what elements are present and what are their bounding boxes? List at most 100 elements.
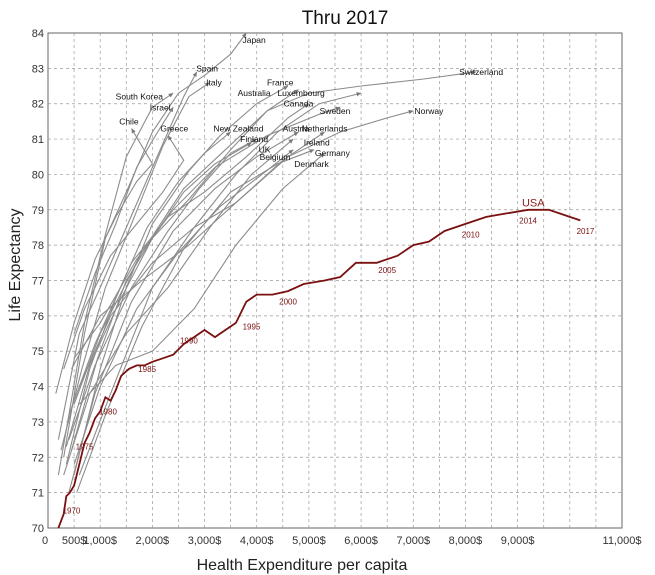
series-label-denmark: Denmark <box>294 159 329 169</box>
series-line-netherlands <box>78 131 325 387</box>
series-line-austria <box>68 131 299 493</box>
series-label-uk: UK <box>259 145 271 155</box>
y-tick-label: 78 <box>32 240 44 252</box>
series-arrow-luxembourg <box>356 92 362 97</box>
series-arrow-uk <box>246 142 252 147</box>
series-label-chile: Chile <box>119 116 139 126</box>
series-arrow-belgium <box>288 149 294 155</box>
series-label-usa: USA <box>522 197 545 209</box>
series-label-belgium: Belgium <box>260 152 291 162</box>
series-line-canada <box>68 103 310 416</box>
series-arrow-greece <box>168 135 173 141</box>
series-line-france <box>70 89 299 451</box>
lines-layer <box>55 32 581 529</box>
usa-year-label: 1995 <box>243 322 261 331</box>
y-tick-label: 75 <box>32 346 44 358</box>
series-line-new-zealand <box>65 131 231 465</box>
usa-year-label: 1985 <box>138 365 156 374</box>
series-label-france: France <box>267 78 294 88</box>
series-arrow-denmark <box>319 153 325 158</box>
series-arrow-spain <box>192 71 197 77</box>
series-arrow-ireland <box>288 139 294 144</box>
series-arrow-new-zealand <box>225 132 231 137</box>
x-tick-label: 2,000$ <box>136 535 170 547</box>
series-arrow-australia <box>283 86 289 91</box>
chart-title: Thru 2017 <box>302 8 389 29</box>
series-line-south-korea <box>57 92 174 476</box>
y-tick-label: 81 <box>32 134 44 146</box>
series-arrow-japan <box>241 33 247 38</box>
series-label-germany: Germany <box>315 148 351 158</box>
series-line-uk <box>65 142 252 447</box>
series-arrow-austria <box>293 132 299 137</box>
y-tick-label: 71 <box>32 488 44 500</box>
usa-year-label: 1990 <box>180 337 198 346</box>
series-arrow-france <box>293 89 299 94</box>
x-tick-label: 11,000$ <box>603 535 642 547</box>
series-arrow-chile <box>131 128 136 134</box>
series-line-australia <box>73 85 289 476</box>
x-tick-label: 3,000$ <box>188 535 222 547</box>
series-line-denmark <box>78 152 325 405</box>
usa-year-label: 2010 <box>462 231 480 240</box>
series-label-canada: Canada <box>284 99 314 109</box>
y-tick-label: 77 <box>32 276 44 288</box>
y-tick-label: 84 <box>32 28 44 40</box>
y-tick-label: 72 <box>32 452 44 464</box>
series-label-japan: Japan <box>243 35 266 45</box>
series-arrow-canada <box>303 103 309 109</box>
series-label-spain: Spain <box>196 63 218 73</box>
usa-year-label: 1970 <box>63 506 81 515</box>
x-tick-label: 7,000$ <box>396 535 430 547</box>
series-label-sweden: Sweden <box>320 106 351 116</box>
series-line-luxembourg <box>78 92 362 476</box>
series-label-greece: Greece <box>160 123 188 133</box>
series-arrow-south-korea <box>168 93 174 98</box>
series-arrow-finland <box>251 139 257 144</box>
y-axis-label: Life Expectancy <box>7 209 24 322</box>
series-label-south-korea: South Korea <box>116 92 164 102</box>
series-arrow-italy <box>204 82 210 87</box>
series-label-ireland: Ireland <box>304 138 330 148</box>
y-tick-label: 73 <box>32 417 44 429</box>
series-arrow-norway <box>408 109 414 115</box>
series-line-finland <box>68 138 257 440</box>
x-tick-label: 500$ <box>62 535 86 547</box>
x-axis-label: Health Expenditure per capita <box>197 557 408 574</box>
y-tick-label: 76 <box>32 311 44 323</box>
series-line-italy <box>60 82 211 451</box>
series-line-germany <box>76 149 315 493</box>
usa-year-label: 2005 <box>378 266 396 275</box>
x-tick-label: 1,000$ <box>83 535 117 547</box>
y-tick-label: 82 <box>32 99 44 111</box>
y-tick-label: 79 <box>32 205 44 217</box>
x-tick-label: 0 <box>42 535 48 547</box>
x-tick-label: 5,000$ <box>292 535 326 547</box>
series-label-netherlands: Netherlands <box>302 123 348 133</box>
usa-year-label: 2000 <box>279 298 297 307</box>
series-line-greece <box>63 135 185 370</box>
series-arrow-germany <box>309 149 315 154</box>
usa-year-label: 2014 <box>519 216 537 225</box>
x-tick-label: 6,000$ <box>344 535 378 547</box>
series-label-italy: Italy <box>206 78 222 88</box>
series-arrow-sweden <box>335 106 341 111</box>
usa-year-label: 1975 <box>76 443 94 452</box>
series-label-norway: Norway <box>415 106 445 116</box>
series-line-japan <box>63 32 247 458</box>
series-label-israel: Israel <box>150 102 171 112</box>
x-tick-label: 8,000$ <box>449 535 483 547</box>
series-arrow-switzerland <box>471 70 476 75</box>
ticks-layer: 70 71 72 73 74 75 76 77 78 79 80 81 82 83 84 0 500$1,000… <box>32 28 642 547</box>
y-tick-label: 83 <box>32 63 44 75</box>
x-tick-label: 9,000$ <box>501 535 535 547</box>
series-line-chile <box>55 128 154 394</box>
y-tick-label: 70 <box>32 523 44 535</box>
series-line-belgium <box>73 149 294 465</box>
series-label-switzerland: Switzerland <box>459 67 503 77</box>
y-tick-label: 74 <box>32 382 44 394</box>
usa-year-label: 2017 <box>577 227 595 236</box>
